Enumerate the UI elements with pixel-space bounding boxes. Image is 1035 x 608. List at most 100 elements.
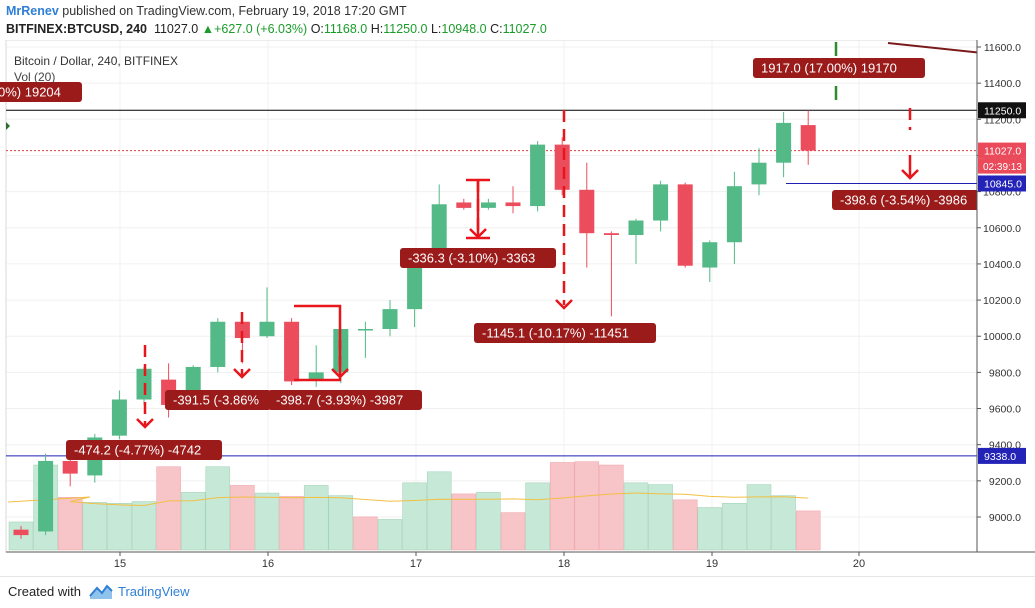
candle-body <box>259 321 275 337</box>
low-value: 10948.0 <box>441 22 487 36</box>
volume-bar <box>254 492 280 551</box>
volume-bar <box>57 497 83 551</box>
time-tick-label: 18 <box>558 558 570 570</box>
candle-body <box>554 144 570 190</box>
tradingview-logo-icon[interactable] <box>88 583 114 601</box>
candle-body <box>407 260 423 310</box>
volume-bar <box>156 466 181 551</box>
high-value: 11250.0 <box>383 22 428 36</box>
volume-bar <box>672 499 698 551</box>
measure-label[interactable]: -1145.1 (-10.17%) -11451 <box>474 323 656 343</box>
volume-bars <box>8 461 821 551</box>
volume-bar <box>230 485 255 551</box>
measure-label-bg <box>400 248 556 268</box>
time-tick-label: 16 <box>262 558 274 570</box>
time-tick-label: 15 <box>114 558 126 570</box>
down-arrow-icon <box>136 418 154 429</box>
measure-label-text: -474.2 (-4.77%) -4742 <box>74 443 201 458</box>
volume-bar <box>82 502 108 551</box>
candle-body <box>357 329 373 331</box>
measure-label-bg <box>474 323 656 343</box>
candle-body <box>530 144 546 207</box>
user-drawings[interactable] <box>6 42 1031 429</box>
volume-ma-line <box>7 492 809 507</box>
candle-body <box>111 399 127 436</box>
time-axis[interactable]: 15 16 17 18 19 20 <box>6 551 1035 570</box>
countdown-bg <box>978 158 1026 174</box>
volume-bar <box>795 510 821 551</box>
candle-body <box>579 189 595 234</box>
candle-body <box>431 204 447 261</box>
candle-body <box>603 233 619 235</box>
legend-title: Bitcoin / Dollar, 240, BITFINEX <box>14 54 178 68</box>
volume-bar <box>574 461 600 551</box>
measure-label[interactable]: -398.7 (-3.93%) -3987 <box>268 390 422 410</box>
price-tick-label: 10000.0 <box>983 331 1021 343</box>
price-axis[interactable]: 11600.011400.011200.011000.010800.010600… <box>976 40 1035 552</box>
volume-bar <box>500 512 526 551</box>
author-name[interactable]: MrRenev <box>6 4 59 18</box>
down-arrow-icon <box>233 368 251 379</box>
measure-label[interactable]: -398.6 (-3.54%) -3986 <box>832 190 988 210</box>
price-tag-label: 10845.0 <box>984 178 1022 190</box>
candle-body <box>456 202 472 208</box>
measure-label[interactable]: -474.2 (-4.77%) -4742 <box>66 440 222 460</box>
candle-body <box>653 184 669 221</box>
price-chart[interactable]: -474.2 (-4.77%) -4742 -391.5 (-3.86% -398.… <box>0 40 1035 576</box>
measure-label[interactable]: -391.5 (-3.86% <box>165 390 271 410</box>
volume-bar <box>476 491 501 551</box>
volume-bar <box>328 495 354 551</box>
measure-label[interactable]: -336.3 (-3.10%) -3363 <box>400 248 556 268</box>
measure-label-bg <box>165 390 271 410</box>
symbol-label: BITFINEX:BTCUSD, 240 <box>6 22 147 36</box>
price-axis-bg <box>977 40 1035 552</box>
plot-frame <box>5 40 978 553</box>
volume-bar <box>426 471 452 551</box>
volume-bar <box>722 503 747 551</box>
measure-label-text: 0%) 19204 <box>0 85 61 100</box>
volume-bar <box>771 495 796 551</box>
price-tick-label: 10600.0 <box>983 223 1021 235</box>
price-tag-label: 9338.0 <box>984 451 1016 463</box>
volume-bar <box>402 482 427 551</box>
volume-bar <box>180 491 206 551</box>
close-label: C: <box>490 22 503 36</box>
high-label: H: <box>370 22 384 36</box>
price-tag-bg <box>978 175 1026 192</box>
measure-label[interactable]: 0%) 19204 <box>0 82 82 102</box>
measure-label-bg <box>66 440 222 460</box>
price-tag-bg <box>978 142 1026 159</box>
volume-bar <box>525 482 550 551</box>
measure-label-text: -398.6 (-3.54%) -3986 <box>840 193 967 208</box>
price-tag-label: 11027.0 <box>984 146 1021 158</box>
volume-bar <box>279 496 304 551</box>
price-tick-label: 9200.0 <box>989 476 1021 488</box>
measure-annotations[interactable]: -474.2 (-4.77%) -4742 -391.5 (-3.86% -398.… <box>0 58 988 460</box>
price-tick-label: 10400.0 <box>983 259 1021 271</box>
candle-body <box>38 460 54 532</box>
candle-body <box>677 184 693 266</box>
volume-bar <box>303 485 329 551</box>
volume-bar <box>205 466 231 551</box>
left-marker-icon <box>6 122 10 130</box>
tradingview-link[interactable]: TradingView <box>118 584 190 599</box>
horizontal-price-lines[interactable] <box>6 109 977 457</box>
price-tick-label: 11600.0 <box>984 42 1021 54</box>
price-tick-label: 10200.0 <box>983 295 1021 307</box>
measure-label-bg <box>0 82 82 102</box>
open-value: 11168.0 <box>323 22 368 36</box>
price-tick-label: 9800.0 <box>989 367 1021 379</box>
chart-header: MrRenev published on TradingView.com, Fe… <box>0 0 1035 40</box>
candlesticks <box>13 110 816 539</box>
measure-label-text: -1145.1 (-10.17%) -11451 <box>482 326 629 341</box>
measure-label-bg <box>753 58 925 78</box>
down-arrow-icon <box>331 368 349 379</box>
volume-bar <box>697 507 723 551</box>
time-tick-label: 19 <box>706 558 718 570</box>
chart-grid <box>5 40 978 553</box>
legend-volume: Vol (20) <box>14 70 55 84</box>
measure-label[interactable]: 1917.0 (17.00%) 19170 <box>753 58 925 78</box>
low-label: L: <box>430 22 442 36</box>
volume-bar <box>746 484 772 551</box>
measure-label-text: -398.7 (-3.93%) -3987 <box>276 393 403 408</box>
